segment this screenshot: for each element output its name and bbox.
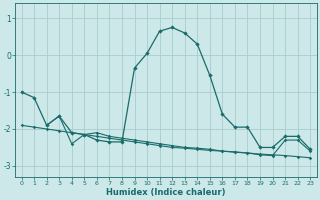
- X-axis label: Humidex (Indice chaleur): Humidex (Indice chaleur): [106, 188, 226, 197]
